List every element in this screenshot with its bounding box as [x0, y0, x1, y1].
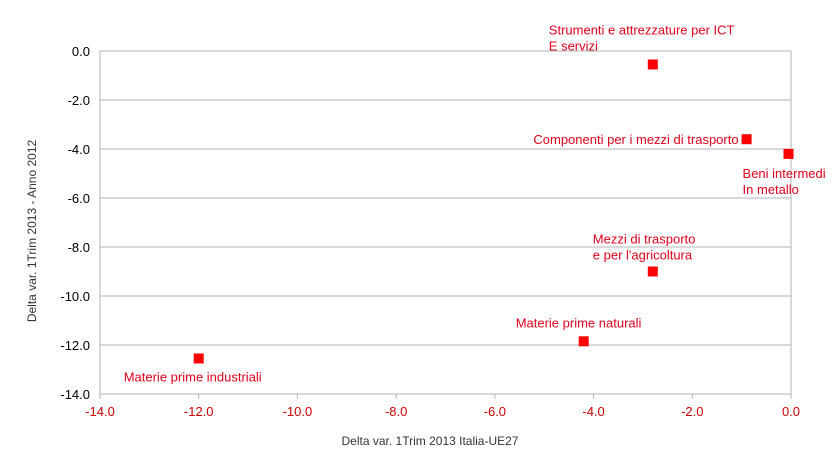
y-axis-title: Delta var. 1Trim 2013 - Anno 2012 — [25, 140, 39, 323]
x-axis-ticks: -14.0 -12.0 -10.0 -8.0 -6.0 -4.0 -2.0 0.0 — [85, 394, 800, 419]
x-tick-label: -10.0 — [283, 404, 313, 419]
point-label: In metallo — [743, 182, 799, 197]
x-tick-label: -14.0 — [85, 404, 115, 419]
y-tick-label: -12.0 — [60, 338, 90, 353]
x-tick-label: -8.0 — [385, 404, 407, 419]
point-label: Beni intermedi — [743, 166, 826, 181]
x-tick-label: -6.0 — [484, 404, 506, 419]
data-point-marker — [783, 148, 794, 159]
y-tick-label: -14.0 — [60, 387, 90, 402]
x-tick-label: -12.0 — [184, 404, 214, 419]
point-label: Componenti per i mezzi di trasporto — [533, 132, 738, 147]
point-label: Mezzi di trasporto — [593, 232, 696, 247]
y-tick-label: -10.0 — [60, 289, 90, 304]
gridlines — [99, 50, 792, 395]
data-points — [193, 59, 794, 364]
data-point-marker — [647, 59, 658, 70]
x-axis-title: Delta var. 1Trim 2013 Italia-UE27 — [342, 434, 519, 448]
y-tick-label: 0.0 — [72, 44, 90, 59]
x-tick-label: 0.0 — [782, 404, 800, 419]
point-label: E servizi — [549, 38, 598, 53]
y-axis-ticks: 0.0 -2.0 -4.0 -6.0 -8.0 -10.0 -12.0 -14.0 — [60, 44, 90, 402]
x-tick-label: -2.0 — [681, 404, 703, 419]
point-label: Strumenti e attrezzature per ICT — [549, 22, 735, 37]
data-point-marker — [193, 353, 204, 364]
point-label: e per l'agricoltura — [593, 248, 693, 263]
x-tick-label: -4.0 — [582, 404, 604, 419]
data-point-marker — [578, 336, 589, 347]
point-label: Materie prime naturali — [516, 315, 642, 330]
data-point-marker — [741, 134, 752, 145]
data-point-marker — [647, 266, 658, 277]
y-tick-label: -4.0 — [68, 142, 90, 157]
y-tick-label: -6.0 — [68, 191, 90, 206]
point-label: Materie prime industriali — [124, 369, 262, 384]
y-tick-label: -8.0 — [68, 240, 90, 255]
y-tick-label: -2.0 — [68, 93, 90, 108]
